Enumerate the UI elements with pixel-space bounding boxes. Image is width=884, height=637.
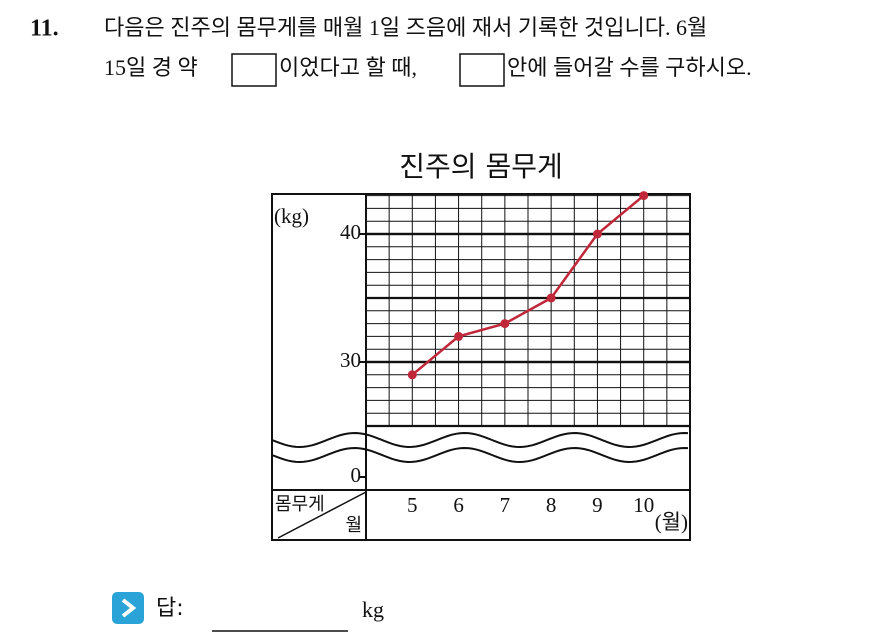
question-text: 15일 경 약 (104, 55, 198, 80)
answer-icon (112, 592, 144, 624)
blank-box (459, 53, 505, 87)
axis-break (271, 447, 689, 463)
question-text: 안에 들어갈 수를 구하시오. (507, 55, 752, 80)
data-point (639, 191, 649, 201)
y-tick-label: 0 (351, 463, 362, 487)
x-tick-label: 7 (500, 493, 511, 517)
question-text: 이었다고 할 때, (279, 55, 417, 80)
chart-frame (271, 193, 691, 541)
x-tick-label: 6 (453, 493, 464, 517)
data-point (500, 319, 510, 329)
x-tick-label: 9 (592, 493, 603, 517)
corner-diagonal (277, 491, 367, 539)
data-point (592, 229, 602, 239)
answer-unit: kg (362, 597, 384, 622)
chart-title: 진주의 몸무게 (399, 150, 562, 183)
answer-icon-arrow (121, 598, 137, 618)
y-tick-label: 30 (340, 348, 361, 372)
data-point (546, 293, 556, 303)
answer-label: 답: (156, 596, 184, 621)
x-tick-label: 10 (633, 493, 654, 517)
data-point (407, 370, 417, 380)
x-tick-label: 8 (546, 493, 557, 517)
question-number: 11. (30, 16, 59, 42)
data-point (454, 331, 464, 341)
x-tick-label: 5 (407, 493, 418, 517)
axis-break (271, 432, 689, 448)
blank-box (231, 53, 277, 87)
y-unit: (kg) (274, 204, 309, 228)
data-line (411, 194, 645, 376)
x-unit: (월) (655, 510, 688, 534)
corner-label: 몸무게 (275, 494, 325, 515)
question-text: 다음은 진주의 몸무게를 매월 1일 즈음에 재서 기록한 것입니다. 6월 (104, 15, 707, 40)
y-tick-label: 40 (340, 220, 361, 244)
corner-label: 월 (345, 515, 362, 536)
